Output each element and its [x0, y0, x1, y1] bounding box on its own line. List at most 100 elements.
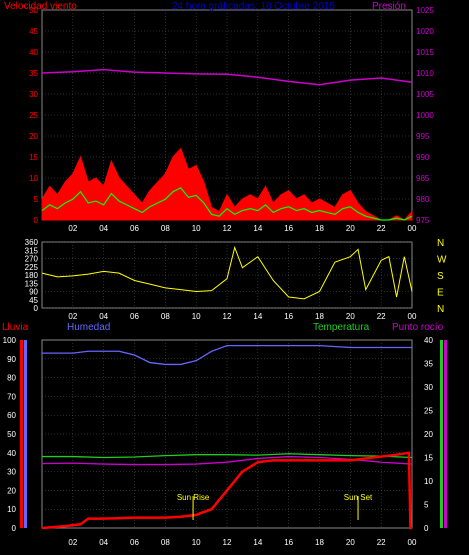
direction-line [41, 245, 413, 300]
dir-x-tick: 04 [99, 312, 108, 321]
dir-y-tick: 270 [25, 255, 39, 264]
hum-y-tick: 0 [12, 524, 17, 533]
wind-x-tick: 04 [99, 224, 108, 233]
hum-x-tick: 00 [408, 538, 417, 547]
wind-gust-line [41, 187, 413, 221]
pressure-y-tick: 1000 [416, 111, 434, 120]
sunrise-label: Sun Rise [177, 493, 210, 502]
hum-x-tick: 10 [192, 538, 201, 547]
dir-x-tick: 18 [315, 312, 324, 321]
dewpoint-label: Punto rocío [392, 322, 444, 333]
pressure-label: Presión [372, 1, 406, 12]
hum-y-tick: 40 [7, 449, 16, 458]
temp-y-tick: 20 [424, 430, 433, 439]
dir-x-tick: 20 [346, 312, 355, 321]
temp-y-tick: 40 [424, 336, 433, 345]
pressure-y-tick: 1015 [416, 48, 434, 57]
chart-title: 24 hora gráficadas: 18 Octubre 2015 [172, 1, 335, 12]
hum-y-tick: 30 [7, 468, 16, 477]
wind-y-tick: 50 [29, 6, 38, 15]
hum-x-tick: 06 [130, 538, 139, 547]
sunset-label: Sun Set [344, 493, 373, 502]
temp-y-tick: 15 [424, 454, 433, 463]
wind-x-tick: 20 [346, 224, 355, 233]
pressure-y-tick: 975 [416, 216, 430, 225]
humidity-label: Humedad [67, 322, 110, 333]
wind-y-tick: 10 [29, 174, 38, 183]
dir-x-tick: 00 [408, 312, 417, 321]
tick-layer: 0510152025303540455097598098599099510001… [3, 6, 447, 547]
compass-label: S [437, 271, 444, 282]
pressure-line [41, 68, 413, 86]
compass-label: N [437, 238, 444, 249]
compass-label: W [437, 255, 447, 266]
dir-x-tick: 22 [377, 312, 386, 321]
dir-y-tick: 180 [25, 271, 39, 280]
wind-x-tick: 00 [408, 224, 417, 233]
dewpoint-axis-bar [444, 340, 447, 528]
wind-x-tick: 16 [284, 224, 293, 233]
rain-axis-bar [20, 340, 23, 528]
wind-label: Velocidad viento [4, 1, 77, 12]
wind-x-tick: 06 [130, 224, 139, 233]
wind-x-tick: 12 [223, 224, 232, 233]
hum-x-tick: 20 [346, 538, 355, 547]
temp-y-tick: 30 [424, 383, 433, 392]
dir-y-tick: 135 [25, 279, 39, 288]
compass-label: N [437, 304, 444, 315]
temp-y-tick: 35 [424, 360, 433, 369]
humidity-axis-bar [24, 340, 27, 528]
hum-x-tick: 02 [68, 538, 77, 547]
wind-x-tick: 08 [161, 224, 170, 233]
hum-x-tick: 14 [253, 538, 262, 547]
hum-y-tick: 10 [7, 505, 16, 514]
wind-y-tick: 30 [29, 90, 38, 99]
wind-x-tick: 22 [377, 224, 386, 233]
hum-x-tick: 12 [223, 538, 232, 547]
dir-y-tick: 90 [29, 288, 38, 297]
hum-y-tick: 90 [7, 355, 16, 364]
dir-x-tick: 14 [253, 312, 262, 321]
dir-y-tick: 360 [25, 238, 39, 247]
wind-y-tick: 45 [29, 27, 38, 36]
dir-x-tick: 10 [192, 312, 201, 321]
wind-speed-area [41, 147, 413, 221]
hum-y-tick: 50 [7, 430, 16, 439]
wind-y-tick: 15 [29, 153, 38, 162]
hum-x-tick: 08 [161, 538, 170, 547]
pressure-y-tick: 980 [416, 195, 430, 204]
series-line-humedad [42, 344, 412, 366]
temp-y-tick: 10 [424, 477, 433, 486]
dir-y-tick: 225 [25, 263, 39, 272]
pressure-y-tick: 985 [416, 174, 430, 183]
hum-y-tick: 70 [7, 392, 16, 401]
wind-y-tick: 40 [29, 48, 38, 57]
hum-x-tick: 18 [315, 538, 324, 547]
compass-label: E [437, 288, 444, 299]
dir-y-tick: 0 [34, 304, 39, 313]
temperature-label: Temperatura [313, 322, 370, 333]
wind-y-tick: 5 [34, 195, 39, 204]
series-layer [41, 68, 413, 530]
hum-y-tick: 80 [7, 374, 16, 383]
wind-x-tick: 02 [68, 224, 77, 233]
wind-x-tick: 18 [315, 224, 324, 233]
temp-y-tick: 0 [424, 524, 429, 533]
temp-y-tick: 25 [424, 407, 433, 416]
rain-label: Lluvia [2, 322, 29, 333]
dir-x-tick: 06 [130, 312, 139, 321]
grid-layer [42, 10, 412, 528]
hum-y-tick: 100 [3, 336, 17, 345]
dir-y-tick: 315 [25, 246, 39, 255]
wind-y-tick: 0 [34, 216, 39, 225]
series-line-lluvia [41, 451, 412, 530]
dir-x-tick: 08 [161, 312, 170, 321]
dir-x-tick: 16 [284, 312, 293, 321]
pressure-y-tick: 990 [416, 153, 430, 162]
wind-y-tick: 35 [29, 69, 38, 78]
wind-x-tick: 14 [253, 224, 262, 233]
dir-y-tick: 45 [29, 296, 38, 305]
pressure-y-tick: 1020 [416, 27, 434, 36]
hum-x-tick: 22 [377, 538, 386, 547]
